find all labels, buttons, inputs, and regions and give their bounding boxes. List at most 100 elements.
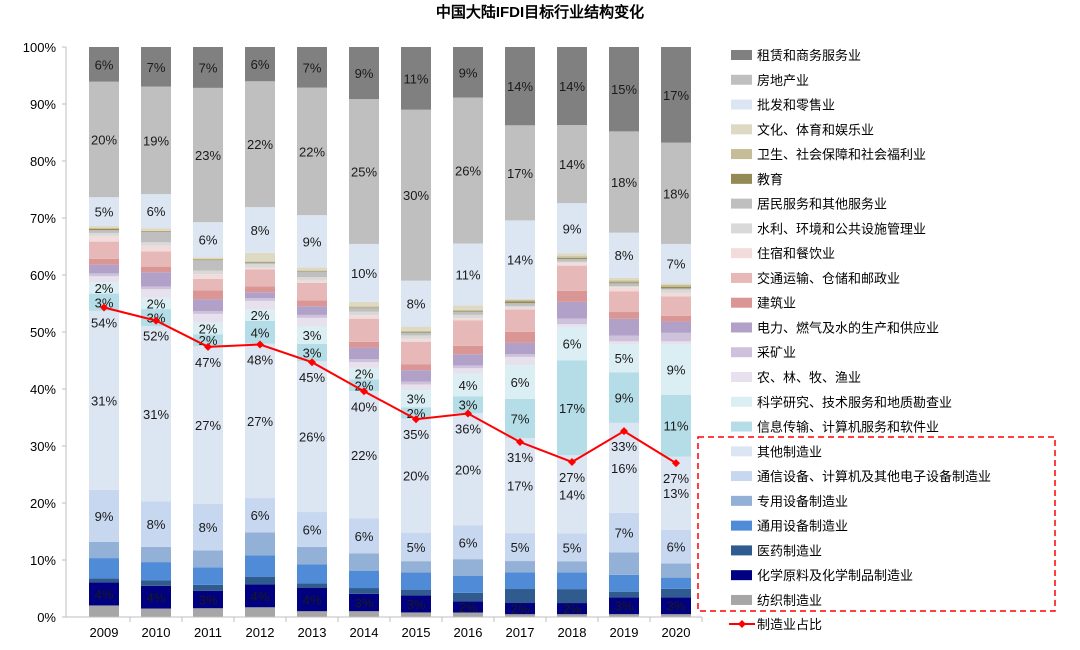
bar-segment — [297, 270, 327, 271]
bar-segment — [505, 533, 535, 562]
legend-swatch — [731, 198, 752, 209]
bar-segment — [245, 300, 275, 310]
bar-segment — [245, 343, 275, 499]
line-point — [256, 340, 264, 349]
segment-label: 9% — [95, 509, 114, 524]
bar-segment — [349, 347, 379, 360]
bar-segment — [609, 574, 639, 592]
bar-segment — [89, 228, 119, 231]
bar-segment — [505, 354, 535, 357]
line-label: 27% — [559, 470, 585, 485]
bar-segment — [141, 546, 171, 563]
bar-segment — [349, 518, 379, 554]
bar-segment — [401, 280, 431, 327]
x-tick-label: 2015 — [402, 625, 431, 640]
bar-segment — [609, 372, 639, 423]
legend-label: 信息传输、计算机服务和软件业 — [757, 420, 939, 435]
bar-segment — [505, 342, 535, 355]
bar-segment — [505, 398, 535, 439]
legend-swatch — [731, 124, 752, 135]
bar-segment — [453, 413, 483, 526]
line-label: 27% — [663, 471, 689, 486]
segment-label: 2% — [251, 308, 270, 323]
bar-segment — [401, 532, 431, 562]
legend-label: 通信设备、计算机及其他电子设备制造业 — [757, 469, 991, 484]
bar-segment — [557, 301, 587, 319]
bar-segment — [453, 314, 483, 319]
legend-label: 科学研究、技术服务和地质勘查业 — [757, 395, 952, 410]
segment-label: 15% — [611, 82, 637, 97]
legend-label: 化学原料及化学制品制造业 — [757, 568, 913, 583]
bar-segment — [349, 570, 379, 589]
legend-swatch — [731, 99, 752, 110]
legend-swatch — [731, 396, 752, 407]
bar-segment — [349, 311, 379, 316]
bar-segment — [505, 572, 535, 590]
segment-label: 4% — [251, 325, 270, 340]
bar-segment — [609, 614, 639, 617]
bar-segment — [557, 261, 587, 263]
bar-segment — [453, 47, 483, 98]
bar-segment — [557, 589, 587, 604]
y-tick-label: 30% — [30, 439, 56, 454]
bar-segment — [141, 580, 171, 586]
segment-label: 2% — [563, 602, 582, 617]
bar-segment — [245, 262, 275, 265]
bar-segment — [661, 577, 691, 589]
bar-segment — [609, 280, 639, 283]
bar-segment — [193, 584, 223, 591]
bar-segment — [193, 299, 223, 311]
segment-label: 11% — [663, 419, 688, 434]
bar-segment — [349, 306, 379, 308]
legend-swatch — [731, 297, 752, 308]
bar-segment — [609, 591, 639, 598]
bar-segment — [453, 612, 483, 617]
bar-segment — [193, 290, 223, 300]
y-tick-label: 0% — [37, 610, 56, 625]
segment-label: 6% — [199, 233, 218, 248]
bar-segment — [557, 572, 587, 590]
legend-swatch — [731, 149, 752, 160]
segment-label: 26% — [299, 430, 325, 445]
segment-label: 18% — [611, 175, 637, 190]
bar-segment — [557, 603, 587, 615]
segment-label: 3% — [667, 599, 686, 614]
segment-label: 6% — [251, 508, 270, 523]
bar-segment — [609, 283, 639, 287]
x-tick-label: 2018 — [558, 625, 587, 640]
segment-label: 17% — [507, 479, 533, 494]
bar-segment — [89, 264, 119, 274]
legend-swatch — [731, 520, 752, 531]
bar-segment — [193, 278, 223, 291]
bar-segment — [453, 97, 483, 244]
manufacturing-share-line: 54% 52% 47% 48% 45% 40% 35% 36% 31% 27% 33% 27% — [91, 303, 689, 486]
bar-segment — [245, 320, 275, 344]
bar-segment — [141, 585, 171, 609]
bar-segment — [401, 418, 431, 533]
segment-label: 7% — [199, 60, 218, 75]
bar-segment — [661, 286, 691, 289]
bar-segment — [557, 614, 587, 617]
bar-segment — [141, 562, 171, 581]
legend-swatch — [731, 322, 752, 333]
bar-segment — [661, 332, 691, 342]
x-tick-label: 2011 — [194, 625, 222, 640]
segment-label: 2% — [199, 321, 218, 336]
bar-segment — [193, 503, 223, 551]
legend-label: 卫生、社会保障和社会福利业 — [757, 147, 926, 162]
line-label: 33% — [611, 439, 637, 454]
bar-segment — [193, 608, 223, 617]
bar-segment — [453, 318, 483, 321]
bar-segment — [245, 286, 275, 293]
bar-segment — [141, 297, 171, 310]
segment-label: 3% — [355, 596, 374, 611]
bar-segment — [297, 317, 327, 327]
segment-label: 17% — [507, 166, 533, 181]
bar-segment — [557, 561, 587, 573]
x-tick-label: 2010 — [142, 625, 171, 640]
legend-swatch — [731, 74, 752, 85]
bar-segment — [557, 47, 587, 126]
segment-label: 3% — [459, 398, 478, 413]
bar-segment — [453, 345, 483, 355]
bar-segment — [349, 588, 379, 594]
